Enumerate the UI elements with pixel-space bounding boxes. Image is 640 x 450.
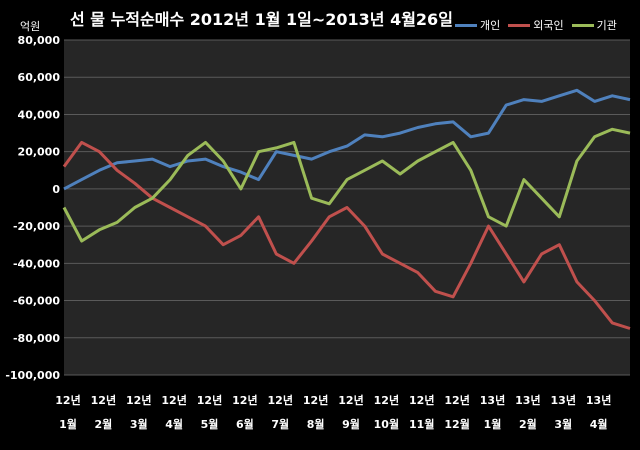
x-tick-month: 5월 [201, 417, 219, 431]
series-line-2 [62, 127, 631, 243]
x-tick-month: 1월 [484, 417, 502, 431]
legend: 개인 외국인 기관 [455, 17, 617, 33]
x-tick-month: 11월 [409, 417, 434, 431]
x-tick-month: 2월 [94, 417, 112, 431]
series-lines [62, 88, 631, 330]
chart-title: 선 물 누적순매수 2012년 1월 1일~2013년 4월26일 [70, 10, 453, 29]
y-tick-label: 0 [52, 183, 60, 196]
y-tick-label: 40,000 [18, 108, 61, 121]
y-tick-label: -80,000 [13, 332, 60, 345]
y-tick-label: -20,000 [13, 220, 60, 233]
x-tick-month: 12월 [444, 417, 469, 431]
x-tick-year: 12년 [444, 393, 469, 407]
y-axis: 80,000 60,000 40,000 20,000 0 -20,000 -40,000 -… [5, 34, 60, 382]
x-tick-year: 12년 [338, 393, 363, 407]
legend-item-individual: 개인 [455, 17, 500, 33]
legend-swatch-individual [455, 23, 477, 27]
x-tick-year: 12년 [91, 393, 116, 407]
x-tick-year: 12년 [126, 393, 151, 407]
x-tick-year: 12년 [409, 393, 434, 407]
x-tick-year: 12년 [303, 393, 328, 407]
x-tick-year: 12년 [161, 393, 186, 407]
legend-label-foreign: 외국인 [533, 19, 564, 32]
x-tick-year: 12년 [232, 393, 257, 407]
x-tick-year: 12년 [374, 393, 399, 407]
y-tick-label: -60,000 [13, 295, 60, 308]
x-tick-month: 4월 [590, 417, 608, 431]
y-unit-label: 억원 [20, 20, 41, 33]
x-tick-year: 12년 [197, 393, 222, 407]
x-tick-month: 3월 [130, 417, 148, 431]
y-tick-label: 60,000 [18, 71, 61, 84]
legend-label-institution: 기관 [596, 19, 617, 32]
y-tick-label: 80,000 [18, 34, 61, 47]
x-tick-month: 10월 [374, 417, 399, 431]
y-tick-label: 20,000 [18, 146, 61, 159]
legend-label-individual: 개인 [480, 19, 501, 32]
legend-item-institution: 기관 [571, 17, 617, 33]
x-tick-year: 13년 [480, 393, 505, 407]
x-tick-year: 13년 [551, 393, 576, 407]
x-tick-month: 9월 [342, 417, 360, 431]
legend-item-foreign: 외국인 [508, 17, 564, 33]
series-line-0 [63, 88, 631, 191]
x-tick-month: 6월 [236, 417, 254, 431]
y-tick-label: -100,000 [5, 369, 60, 382]
x-axis: 12년 1월 12년 2월 12년 3월 12년 4월 12년 5월 12년 6월 12년 7월 12년 8월… [55, 393, 611, 431]
x-tick-month: 7월 [271, 417, 289, 431]
x-tick-month: 8월 [307, 417, 325, 431]
x-tick-year: 12년 [268, 393, 293, 407]
legend-swatch-foreign [508, 23, 531, 27]
x-tick-month: 1월 [59, 417, 77, 431]
x-tick-month: 3월 [554, 417, 572, 431]
y-tick-label: -40,000 [13, 257, 60, 270]
x-tick-month: 4월 [165, 417, 183, 431]
x-tick-year: 13년 [515, 393, 540, 407]
x-tick-year: 12년 [55, 393, 80, 407]
x-tick-year: 13년 [586, 393, 611, 407]
series-line-1 [62, 140, 631, 330]
x-tick-month: 2월 [519, 417, 537, 431]
legend-swatch-institution [571, 23, 594, 27]
